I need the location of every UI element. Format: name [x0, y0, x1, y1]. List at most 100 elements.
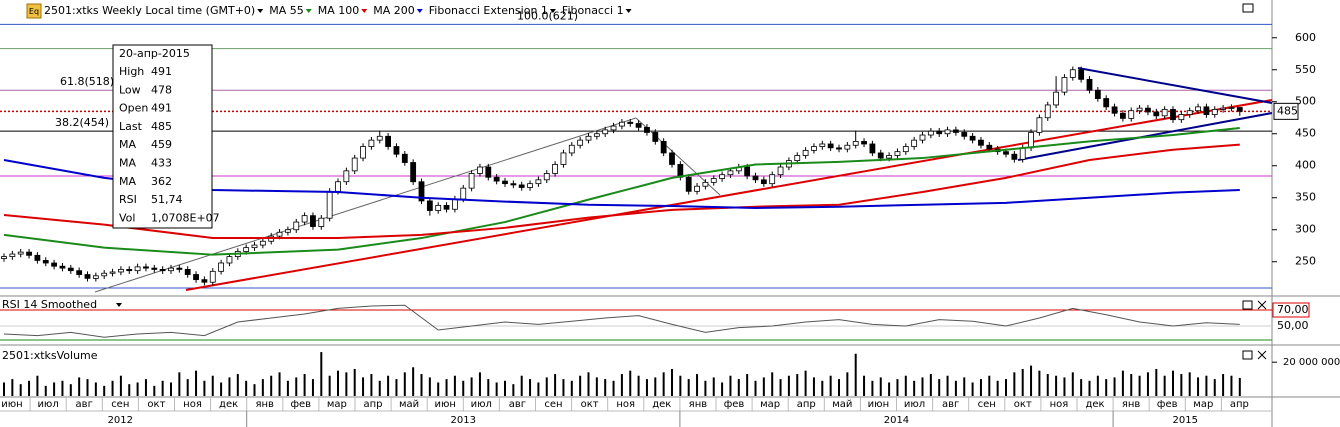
candle-body: [1128, 110, 1135, 119]
candle-body: [1203, 106, 1210, 115]
maximize-button[interactable]: [1242, 300, 1253, 310]
volume-bar: [604, 379, 607, 396]
volume-bar: [462, 380, 465, 396]
volume-bar: [1197, 377, 1200, 396]
ma-line: [3, 158, 1240, 209]
y-tick-label: 550: [1295, 63, 1316, 76]
x-tick-label: авг: [76, 399, 93, 410]
info-value: 459: [151, 138, 172, 151]
x-tick-label: окт: [1014, 399, 1032, 410]
volume-bar: [846, 372, 849, 396]
year-label: 2012: [108, 415, 133, 426]
volume-bar: [570, 380, 573, 396]
info-date: 20-апр-2015: [119, 47, 190, 60]
candle-body: [118, 269, 124, 273]
info-label: MA: [119, 138, 136, 151]
candle-body: [886, 155, 892, 159]
candle-body: [869, 143, 876, 154]
close-button[interactable]: [1257, 300, 1267, 310]
candle-body: [961, 132, 968, 137]
candle-body: [193, 274, 199, 281]
info-label: MA: [119, 175, 136, 188]
toolbar-item[interactable]: MA 55: [269, 4, 304, 17]
volume-bar: [478, 372, 481, 396]
candle-body: [1011, 153, 1018, 160]
volume-bar: [520, 375, 523, 396]
volume-bar: [1138, 375, 1141, 396]
volume-bar: [804, 370, 807, 396]
candle-body: [861, 141, 867, 145]
volume-bar: [1238, 377, 1241, 396]
volume-bar: [787, 375, 790, 396]
y-tick-label: 450: [1295, 127, 1316, 140]
volume-bar: [261, 379, 264, 396]
candle-body: [844, 144, 851, 150]
info-value: 51,74: [151, 193, 183, 206]
volume-bar: [1230, 375, 1233, 396]
candle-body: [836, 147, 842, 150]
candle-body: [251, 244, 258, 249]
volume-bar: [896, 379, 899, 396]
toolbar-item[interactable]: MA 100: [318, 4, 360, 17]
toolbar-item[interactable]: MA 200: [373, 4, 415, 17]
candle-body: [769, 174, 776, 185]
volume-bar: [161, 380, 164, 396]
candle-body: [201, 279, 208, 283]
candle-body: [752, 175, 759, 181]
volume-bar: [504, 380, 506, 396]
volume-bar: [762, 377, 765, 396]
y-tick-label: 400: [1295, 159, 1316, 172]
volume-bar: [712, 377, 715, 396]
x-tick-label: мар: [327, 399, 347, 410]
volume-bar: [337, 370, 339, 396]
x-tick-label: дек: [652, 399, 671, 410]
x-tick-label: янв: [255, 399, 274, 410]
candle-body: [284, 229, 291, 233]
candle-body: [1111, 106, 1118, 114]
candle-body: [727, 170, 734, 176]
toolbar-item[interactable]: Fibonacci Extension 1: [429, 4, 548, 17]
candle-body: [376, 135, 383, 141]
volume-bar: [286, 380, 289, 396]
candle-body: [351, 157, 358, 172]
candle-body: [527, 183, 533, 188]
candle-body: [969, 135, 976, 141]
candle-body: [827, 143, 834, 149]
volume-bar: [595, 377, 598, 396]
volume-bar: [378, 380, 381, 396]
toolbar-item[interactable]: Fibonacci 1: [562, 4, 624, 17]
panel-title: RSI 14 Smoothed: [2, 298, 97, 311]
candle-body: [894, 151, 901, 156]
candle-body: [777, 166, 784, 176]
info-value: 485: [151, 120, 172, 133]
maximize-button[interactable]: [1242, 3, 1254, 13]
toolbar-item[interactable]: 2501:xtks Weekly Local time (GMT+0): [44, 4, 255, 17]
volume-bar: [1055, 375, 1058, 396]
rsi-tag: [1272, 302, 1310, 318]
candle-body: [493, 176, 500, 182]
volume-bar: [821, 380, 824, 396]
y-tick-label: 20 000 000: [1283, 357, 1340, 368]
volume-bar: [128, 384, 131, 396]
panel-title: 2501:xtksVolume: [2, 349, 98, 362]
candle-body: [1086, 78, 1093, 91]
volume-bar: [1163, 375, 1166, 396]
volume-bar: [495, 382, 498, 396]
x-tick-label: авг: [509, 399, 526, 410]
volume-bar: [395, 379, 398, 396]
symbol-icon[interactable]: [26, 3, 42, 19]
candle-body: [101, 272, 108, 277]
candle-body: [343, 170, 350, 183]
maximize-button[interactable]: [1242, 350, 1253, 360]
volume-bar: [1063, 377, 1066, 396]
info-value: 433: [151, 157, 172, 170]
candle-body: [134, 266, 141, 272]
x-tick-label: ноя: [183, 399, 202, 410]
close-button[interactable]: [1257, 350, 1267, 360]
volume-bar: [278, 372, 281, 396]
volume-bar: [211, 375, 214, 396]
volume-bar: [345, 372, 348, 396]
volume-bar: [437, 382, 440, 396]
volume-bar: [420, 374, 423, 396]
